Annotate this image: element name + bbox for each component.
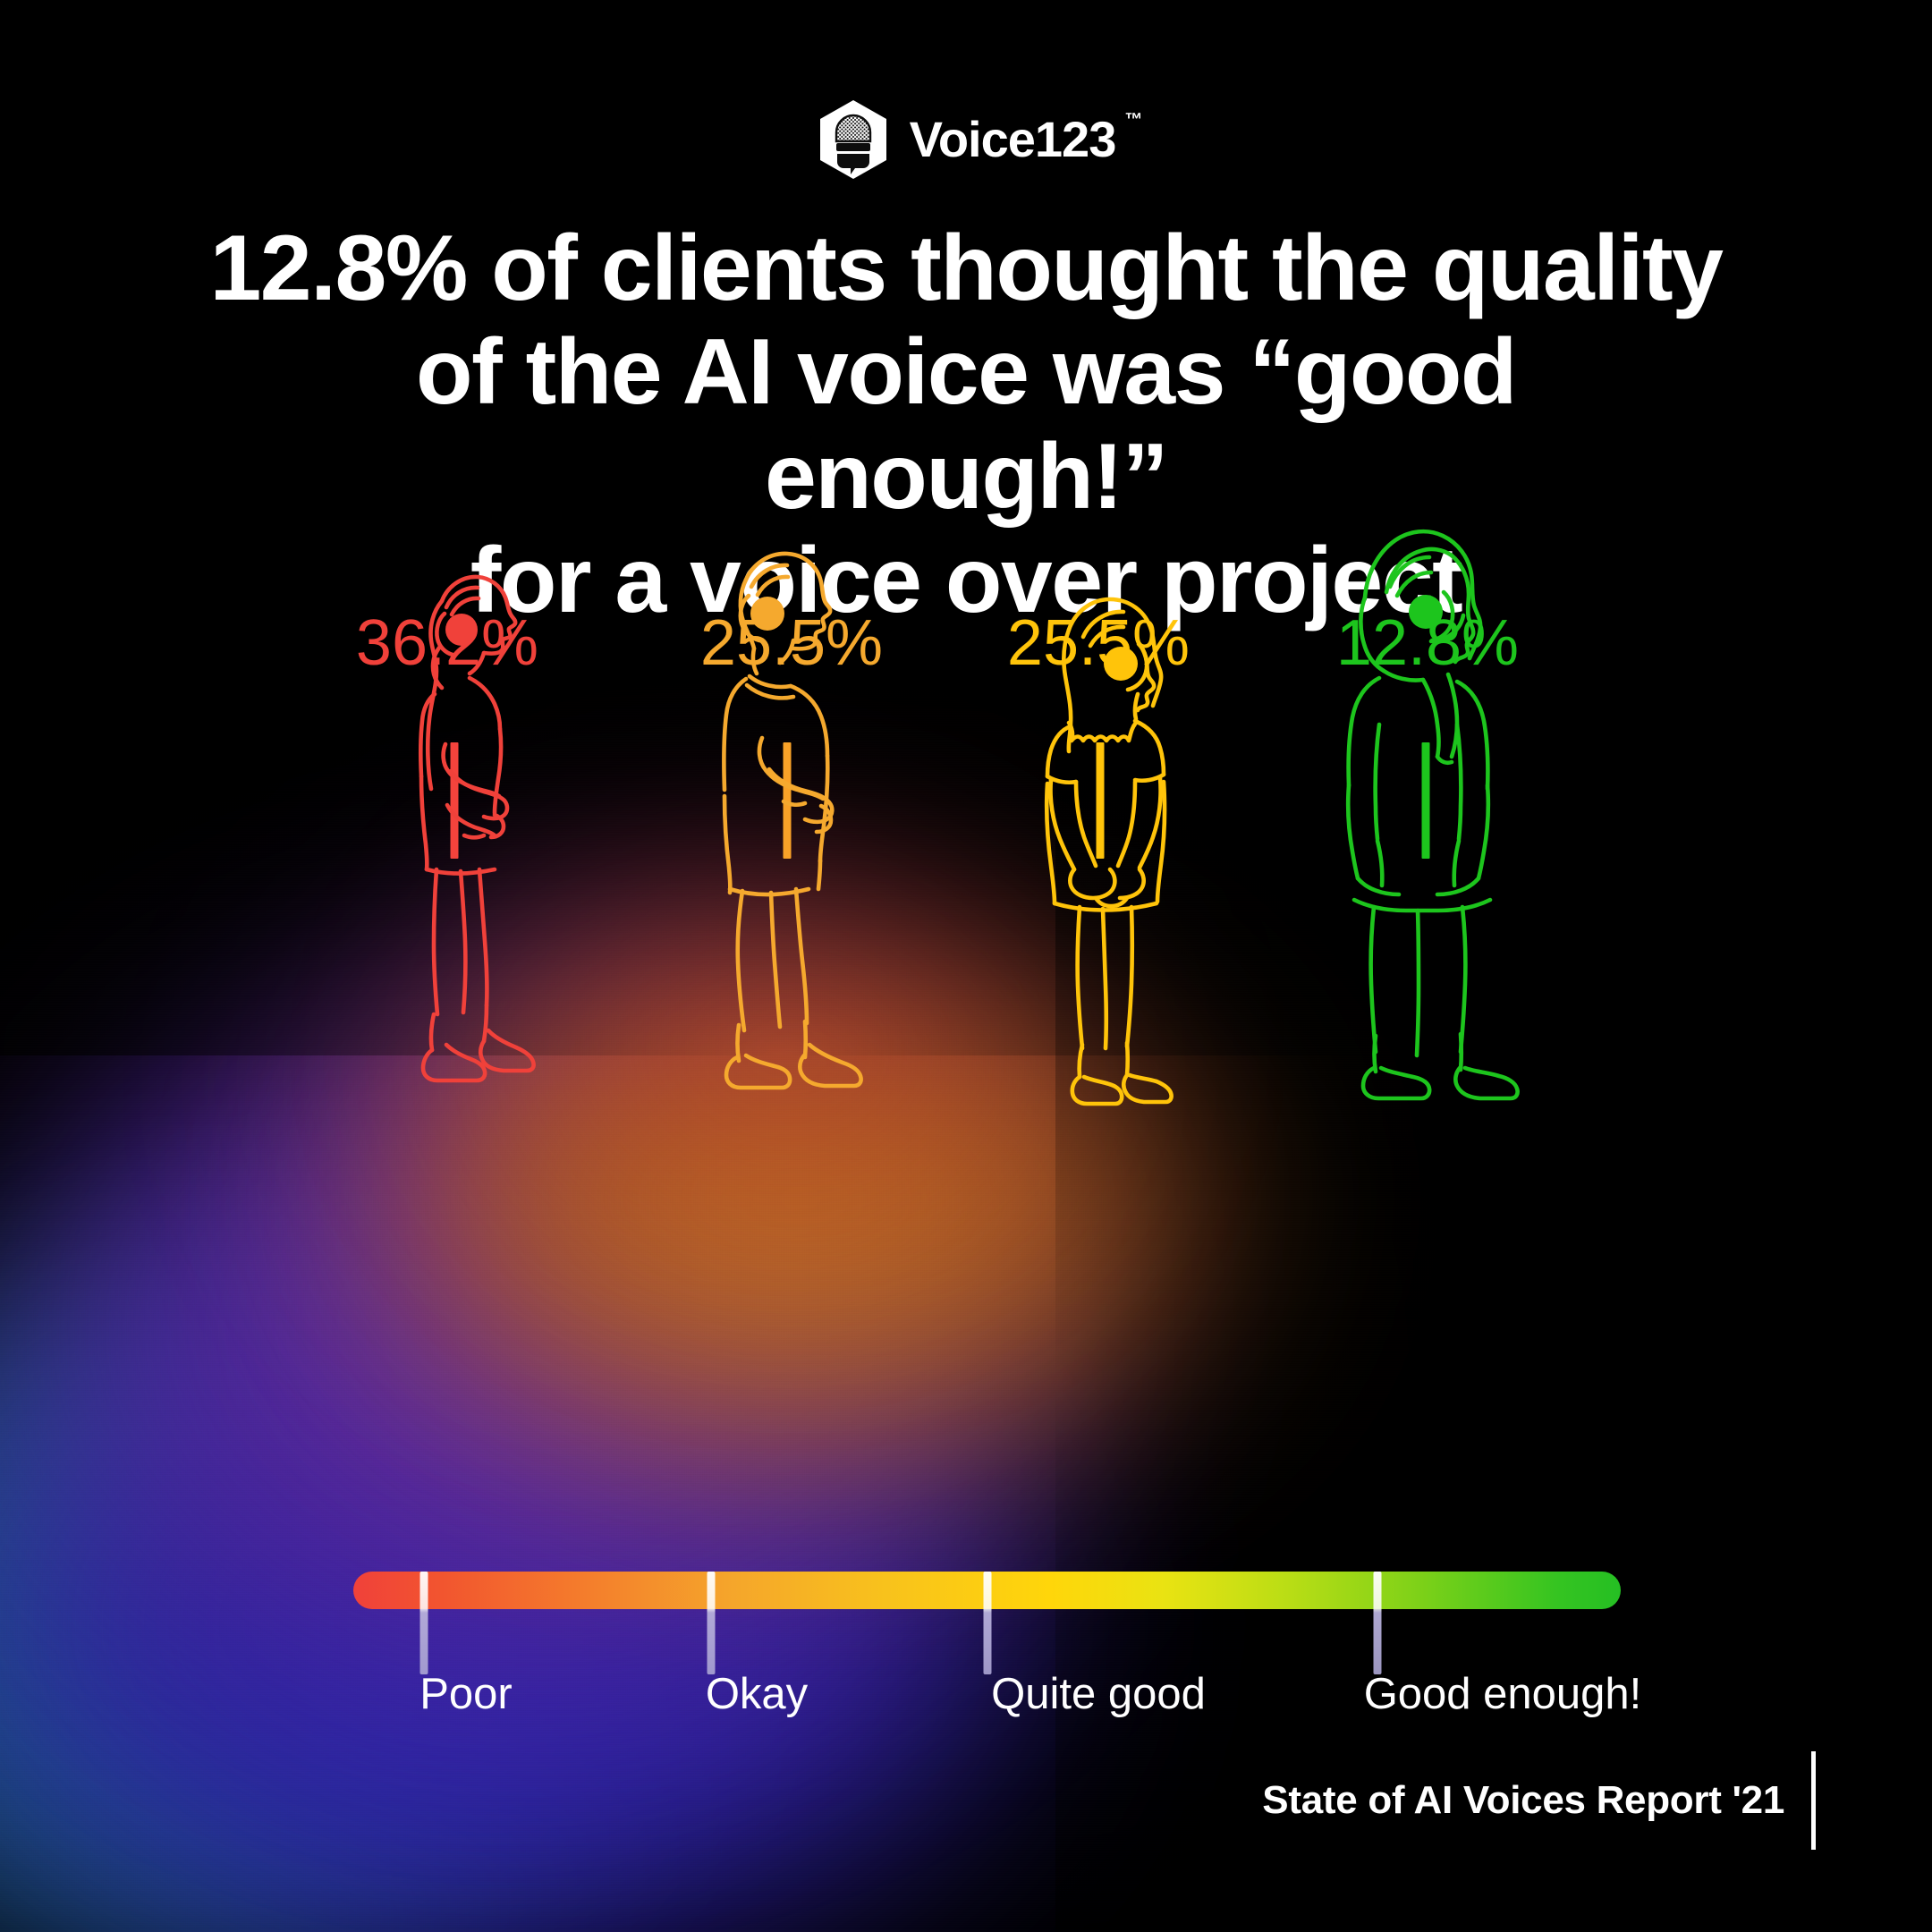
- connector-line-okay: [783, 742, 792, 859]
- scale-label-poor: Poor: [419, 1670, 513, 1718]
- connector-line-good-enough: [1421, 742, 1430, 859]
- footer-divider: [1811, 1751, 1816, 1850]
- brand-logo: Voice123 ™: [0, 100, 1932, 179]
- person-with-headphones-icon: [722, 551, 863, 1090]
- scale-label-quite-good: Quite good: [991, 1670, 1206, 1718]
- brand-wordmark-text: Voice123: [909, 111, 1117, 167]
- voice123-microphone-hexagon-icon: [819, 100, 886, 179]
- scale-tick-good-enough: [1373, 1572, 1382, 1674]
- scale-tick-quite-good: [983, 1572, 992, 1674]
- figure-quite-good: [1033, 537, 1212, 1118]
- headline-line-3: for a voice over project: [470, 529, 1463, 633]
- connector-line-quite-good: [1096, 742, 1105, 859]
- headline-line-2: of the AI voice was “good enough!”: [416, 320, 1517, 529]
- report-footer: State of AI Voices Report '21: [1262, 1751, 1816, 1850]
- figure-okay: [707, 501, 894, 1118]
- figure-poor: [394, 519, 564, 1118]
- scale-label-good-enough: Good enough!: [1363, 1670, 1642, 1718]
- connector-line-poor: [450, 742, 459, 859]
- value-label-poor: 36.2%: [355, 607, 539, 679]
- figure-good-enough: [1333, 492, 1534, 1118]
- report-name: State of AI Voices Report '21: [1262, 1778, 1784, 1822]
- person-with-headphones-icon: [1345, 529, 1520, 1101]
- scale-tick-poor: [419, 1572, 428, 1674]
- scale-tick-okay: [707, 1572, 716, 1674]
- person-with-headphones-icon: [419, 574, 536, 1083]
- person-with-headphones-icon: [1044, 597, 1174, 1106]
- headline-line-1: 12.8% of clients thought the quality: [209, 216, 1724, 320]
- trademark-symbol: ™: [1124, 110, 1143, 130]
- page-title: 12.8% of clients thought the quality of …: [0, 216, 1932, 633]
- scale-label-okay: Okay: [705, 1670, 809, 1718]
- brand-wordmark: Voice123 ™: [909, 111, 1143, 167]
